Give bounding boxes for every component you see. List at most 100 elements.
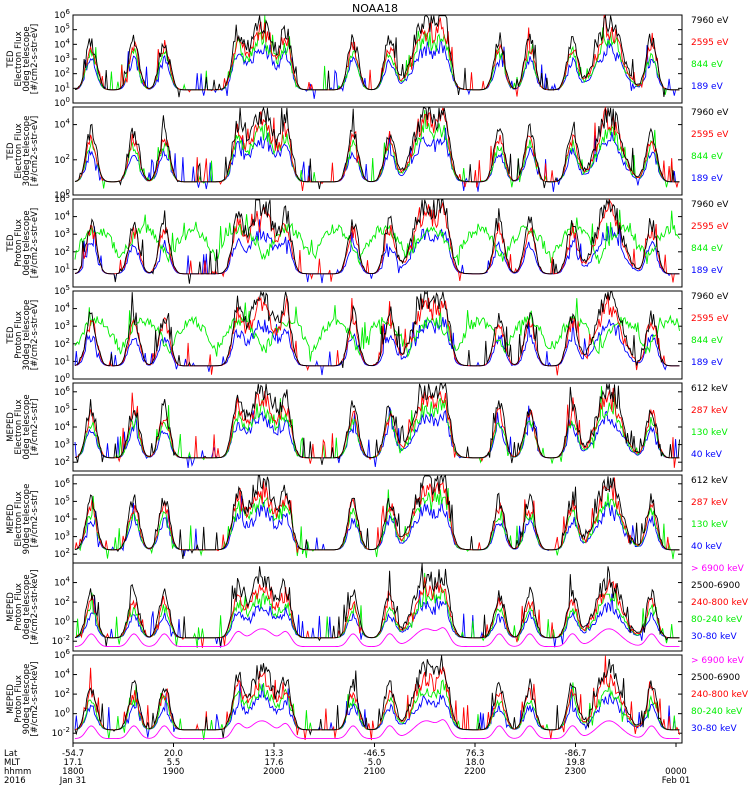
x-tick-label: -86.7 — [565, 749, 587, 759]
y-tick-label: 105 — [54, 284, 70, 297]
y-axis-label: [#/cm2-s-str] — [30, 399, 40, 456]
y-tick-label: 102 — [54, 687, 70, 700]
y-axis-label: Electron Flux — [14, 399, 24, 454]
series-line — [74, 577, 680, 648]
y-tick-label: 106 — [54, 648, 70, 661]
y-tick-label: 103 — [54, 227, 70, 240]
y-tick-label: 105 — [54, 192, 70, 205]
x-tick-label: -54.7 — [62, 749, 84, 759]
x-row-label: 2016 — [4, 776, 26, 786]
y-tick-label: 101 — [54, 354, 70, 367]
x-tick-label: 2100 — [364, 767, 386, 777]
x-tick-label: 19.8 — [566, 758, 585, 768]
series-line — [74, 14, 680, 98]
legend-entry: 844 eV — [691, 336, 724, 346]
legend-entry: 130 keV — [691, 520, 728, 530]
y-tick-label: 105 — [54, 402, 70, 415]
series-line — [74, 317, 680, 376]
series-line — [74, 15, 680, 95]
y-tick-label: 100 — [54, 96, 70, 109]
legend-entry: 2595 eV — [691, 314, 729, 324]
y-axis-label: [#/cm2-s-str] — [30, 491, 40, 548]
y-axis-label: TED — [6, 326, 16, 345]
y-tick-label: 101 — [54, 81, 70, 94]
y-axis-label: [#/cm2-s-str-keV] — [30, 570, 40, 645]
y-tick-label: 102 — [54, 337, 70, 350]
y-tick-label: 104 — [54, 210, 70, 223]
y-axis-label: Electron Flux — [14, 31, 24, 86]
legend-entry: 7960 eV — [691, 292, 729, 302]
series-line — [74, 387, 680, 468]
y-tick-label: 100 — [54, 707, 70, 720]
x-row-label: hhmm — [4, 767, 31, 777]
x-tick-label: 5.0 — [368, 758, 382, 768]
panel-frame — [72, 198, 683, 288]
series-line — [74, 209, 680, 266]
legend-entry: 612 keV — [691, 476, 728, 486]
y-tick-label: 102 — [54, 67, 70, 80]
legend-entry: 844 eV — [691, 244, 724, 254]
y-tick-label: 100 — [54, 372, 70, 385]
y-tick-label: 103 — [54, 530, 70, 543]
y-axis-label: 0deg telescope — [22, 210, 32, 275]
y-tick-label: 102 — [54, 595, 70, 608]
y-axis-label: 30deg telescope — [22, 116, 32, 187]
y-tick-label: 106 — [54, 385, 70, 398]
y-tick-label: 105 — [54, 23, 70, 36]
x-tick-label: 18.0 — [466, 758, 485, 768]
x-tick-label: 2200 — [464, 767, 486, 777]
y-tick-label: 104 — [54, 668, 70, 681]
y-axis-label: 90deg telescope — [22, 664, 32, 735]
series-line — [74, 572, 680, 648]
series-line — [74, 563, 680, 647]
x-tick-label: 2000 — [263, 767, 285, 777]
y-axis-label: [#/cm2-s-str-eV] — [30, 24, 40, 94]
legend-entry: 2500-6900 — [691, 581, 740, 591]
legend-entry: 240-800 keV — [691, 598, 749, 608]
series-line — [74, 15, 680, 97]
y-tick-label: 104 — [54, 302, 70, 315]
legend-entry: 80-240 keV — [691, 707, 743, 717]
x-tick-label: 0000 — [665, 767, 687, 777]
y-axis-label: [#/cm2-s-str-eV] — [30, 300, 40, 370]
panel-frame — [72, 654, 683, 744]
y-axis-label: Proton Flux — [14, 675, 24, 723]
y-axis-label: Electron Flux — [14, 491, 24, 546]
series-line — [74, 627, 680, 648]
y-axis-label: MEPED — [6, 684, 16, 714]
legend-entry: 189 eV — [691, 266, 724, 276]
legend-entry: 844 eV — [691, 152, 724, 162]
x-tick-label: 1800 — [62, 767, 84, 777]
legend-entry: 7960 eV — [691, 108, 729, 118]
y-tick-label: 103 — [54, 438, 70, 451]
y-tick-label: 105 — [54, 494, 70, 507]
legend-entry: 2500-6900 — [691, 673, 740, 683]
series-line — [74, 219, 680, 284]
y-tick-label: 101 — [54, 262, 70, 275]
y-tick-label: 104 — [54, 118, 70, 131]
y-axis-label: [#/cm2-s-str-eV] — [30, 208, 40, 278]
x-row-label: MLT — [4, 758, 21, 768]
x-tick-label: Jan 31 — [59, 776, 87, 786]
legend-entry: 844 eV — [691, 60, 724, 70]
legend-entry: 287 keV — [691, 498, 728, 508]
y-tick-label: 104 — [54, 420, 70, 433]
panel-frame — [72, 14, 683, 104]
y-axis-label: 0deg telescope — [22, 394, 32, 459]
y-tick-label: 100 — [54, 615, 70, 628]
legend-entry: > 6900 keV — [691, 564, 745, 574]
legend-entry: 40 keV — [691, 542, 723, 552]
x-tick-label: 17.1 — [64, 758, 83, 768]
y-axis-label: [#/cm2-s-str-keV] — [30, 662, 40, 737]
y-tick-label: 10-2 — [52, 726, 70, 739]
y-tick-label: 102 — [54, 153, 70, 166]
panel-frame — [72, 290, 683, 380]
y-tick-label: 103 — [54, 52, 70, 65]
series-line — [74, 405, 680, 468]
